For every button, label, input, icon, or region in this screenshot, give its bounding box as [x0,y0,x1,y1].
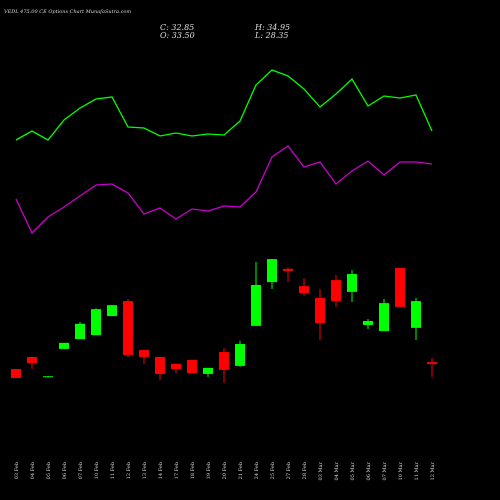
ohlc-low: L: 28.35 [254,31,288,40]
x-tick-label: 18 Feb [190,462,196,479]
candle-body [411,301,421,328]
candle-body [427,362,437,365]
candle-body [363,320,373,325]
x-tick-label: 24 Feb [254,462,260,479]
candle-body [107,305,117,317]
candle-body [251,284,261,326]
x-tick-label: 11 Feb [110,462,116,479]
x-tick-label: 07 Feb [78,462,84,479]
candle-body [299,286,309,294]
x-tick-label: 13 Feb [142,462,148,479]
x-tick-label: 05 Mar [350,461,356,480]
x-tick-label: 21 Feb [238,462,244,479]
x-tick-label: 11 Mar [414,461,420,480]
x-tick-label: 10 Mar [398,461,404,480]
x-tick-label: 12 Feb [126,462,132,479]
x-tick-label: 14 Feb [158,462,164,479]
indicator-line [15,145,433,235]
x-tick-label: 19 Feb [206,462,212,479]
candle-body [43,376,53,378]
indicator-line [15,69,433,141]
x-tick-label: 25 Feb [270,462,276,479]
candle-body [331,280,341,302]
x-tick-label: 07 Mar [382,461,388,480]
ohlc-open: O: 33.50 [160,31,195,40]
candle-body [283,268,293,271]
x-tick-label: 20 Feb [222,462,228,479]
x-tick-label: 06 Feb [62,462,68,479]
candle-body [155,356,165,374]
candle-body [315,297,325,323]
x-tick-label: 10 Feb [94,462,100,479]
candle-body [75,323,85,340]
candle-body [59,342,69,349]
candle-body [11,369,21,378]
candle-body [267,259,277,283]
x-tick-label: 12 Mar [430,461,436,480]
candle-body [395,267,405,307]
chart-title: VEDL 475.00 CE Options Chart MunafaSutra… [4,9,131,15]
candle-body [91,309,101,336]
x-tick-label: 17 Feb [174,462,180,479]
candle-body [171,363,181,370]
x-tick-label: 03 Mar [318,461,324,480]
candle-body [203,367,213,374]
x-tick-label: 27 Feb [286,462,292,479]
x-tick-label: 04 Feb [30,462,36,479]
ohlc-high: H: 34.95 [254,23,290,32]
candle-body [187,359,197,374]
candle-body [139,350,149,357]
x-tick-label: 03 Feb [14,462,20,479]
x-tick-label: 28 Feb [302,462,308,479]
candle-body [347,274,357,292]
candle-body [27,356,37,363]
candle-body [235,343,245,366]
x-tick-label: 05 Feb [46,462,52,479]
x-tick-label: 04 Mar [334,461,340,480]
ohlc-close: C: 32.85 [160,23,194,32]
candle-body [123,301,133,355]
x-tick-label: 06 Mar [366,461,372,480]
candle-body [379,303,389,332]
candle-body [219,352,229,370]
